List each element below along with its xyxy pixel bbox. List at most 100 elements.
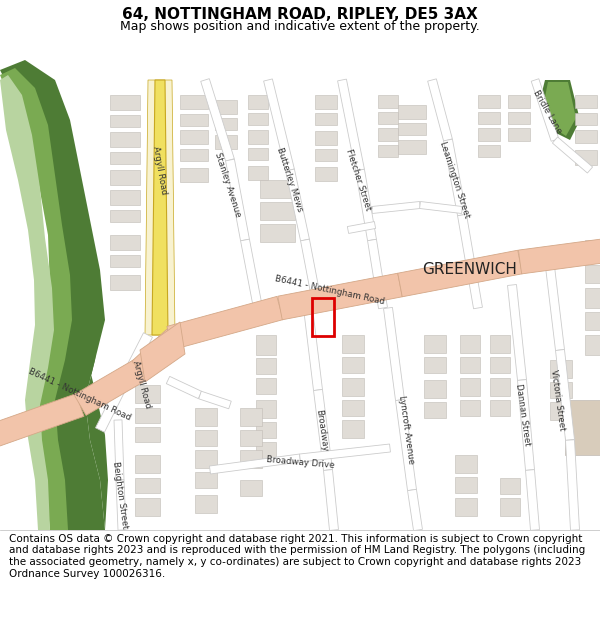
Text: Map shows position and indicative extent of the property.: Map shows position and indicative extent… (120, 20, 480, 32)
Bar (248, 148, 268, 160)
Bar (424, 380, 446, 398)
Polygon shape (518, 379, 535, 471)
Text: Dannan Street: Dannan Street (514, 383, 532, 447)
Polygon shape (301, 239, 322, 309)
Bar (315, 95, 337, 109)
Bar (490, 400, 510, 416)
Polygon shape (286, 169, 310, 241)
Bar (215, 100, 237, 114)
Polygon shape (0, 60, 105, 530)
Bar (180, 95, 208, 109)
Polygon shape (395, 399, 416, 491)
Polygon shape (241, 239, 262, 309)
Polygon shape (338, 79, 364, 171)
Bar (135, 385, 160, 403)
Bar (490, 378, 510, 396)
Text: Bridle Lane: Bridle Lane (531, 89, 563, 136)
Bar (195, 495, 217, 513)
Bar (135, 427, 160, 442)
Polygon shape (278, 273, 402, 320)
Polygon shape (167, 296, 283, 349)
Bar (490, 357, 510, 373)
Bar (315, 149, 337, 161)
Bar (180, 168, 208, 182)
Polygon shape (60, 320, 108, 530)
Polygon shape (544, 249, 565, 351)
Polygon shape (544, 82, 576, 136)
Bar (478, 145, 500, 157)
Text: B6441 - Nottingham Road: B6441 - Nottingham Road (274, 274, 386, 306)
Polygon shape (458, 214, 482, 309)
Bar (256, 378, 276, 394)
Polygon shape (553, 137, 593, 173)
Polygon shape (74, 359, 146, 416)
Bar (342, 400, 364, 416)
Bar (240, 480, 262, 496)
Bar (378, 145, 398, 157)
Bar (312, 298, 334, 336)
Bar (110, 152, 140, 164)
Bar (195, 408, 217, 426)
Bar (478, 112, 500, 124)
Bar (135, 408, 160, 423)
Bar (248, 166, 268, 180)
Bar (424, 357, 446, 373)
Bar (110, 210, 140, 222)
Bar (256, 422, 276, 438)
Polygon shape (518, 238, 600, 274)
Bar (110, 190, 140, 205)
Polygon shape (114, 420, 124, 480)
Polygon shape (0, 75, 54, 530)
Bar (478, 95, 500, 108)
Text: Argyll Road: Argyll Road (131, 360, 152, 410)
Text: Broadway: Broadway (314, 408, 329, 452)
Polygon shape (152, 80, 168, 335)
Polygon shape (526, 469, 539, 531)
Bar (315, 167, 337, 181)
Bar (455, 477, 477, 493)
Bar (215, 118, 237, 130)
Bar (110, 115, 140, 127)
Bar (342, 335, 364, 353)
Bar (424, 402, 446, 418)
Bar (550, 382, 572, 398)
Bar (256, 335, 276, 355)
Text: Contains OS data © Crown copyright and database right 2021. This information is : Contains OS data © Crown copyright and d… (9, 534, 585, 579)
Polygon shape (347, 221, 376, 234)
Bar (378, 112, 398, 124)
Bar (550, 360, 572, 378)
Polygon shape (263, 79, 295, 171)
Text: Butterley Mews: Butterley Mews (275, 147, 305, 213)
Polygon shape (314, 389, 332, 471)
Polygon shape (145, 80, 175, 335)
Bar (180, 114, 208, 126)
Bar (248, 113, 268, 125)
Polygon shape (140, 322, 185, 382)
Text: Fletcher Street: Fletcher Street (344, 148, 372, 212)
Polygon shape (121, 332, 152, 382)
Bar (508, 128, 530, 141)
Bar (342, 420, 364, 438)
Text: Stanley Avenue: Stanley Avenue (213, 151, 243, 219)
Polygon shape (407, 489, 422, 531)
Polygon shape (304, 308, 322, 391)
Bar (575, 95, 597, 108)
Polygon shape (299, 444, 391, 462)
Bar (585, 288, 600, 308)
Bar (490, 335, 510, 353)
Polygon shape (531, 79, 559, 141)
Bar (460, 357, 480, 373)
Bar (455, 455, 477, 473)
Polygon shape (356, 169, 376, 241)
Polygon shape (371, 201, 421, 214)
Polygon shape (209, 454, 301, 474)
Bar (180, 130, 208, 144)
Bar (342, 357, 364, 373)
Bar (585, 265, 600, 283)
Text: Lyncroft Avenue: Lyncroft Avenue (397, 395, 415, 465)
Bar (565, 400, 600, 455)
Bar (315, 131, 337, 145)
Polygon shape (383, 308, 404, 401)
Polygon shape (132, 329, 183, 379)
Bar (424, 335, 446, 353)
